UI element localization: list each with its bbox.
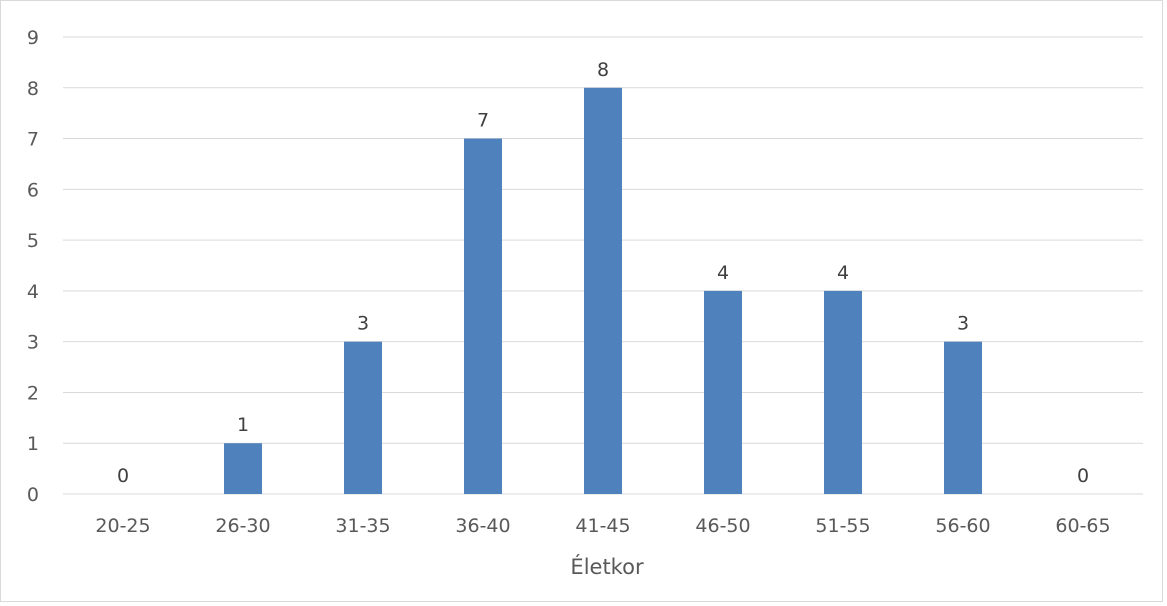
data-label: 4 — [717, 262, 729, 284]
y-tick-label: 2 — [27, 382, 39, 404]
x-tick-label: 41-45 — [575, 515, 630, 537]
x-tick-label: 20-25 — [95, 515, 150, 537]
x-tick-label: 31-35 — [335, 515, 390, 537]
data-label: 3 — [357, 313, 369, 335]
bar — [704, 290, 742, 494]
y-tick-label: 6 — [27, 179, 39, 201]
y-tick-label: 1 — [27, 433, 39, 455]
data-label: 0 — [117, 465, 129, 487]
y-tick-label: 0 — [27, 484, 39, 506]
x-tick-label: 51-55 — [815, 515, 870, 537]
data-label: 4 — [837, 262, 849, 284]
x-axis-title: Életkor — [570, 554, 644, 579]
y-tick-label: 4 — [27, 281, 39, 303]
x-tick-label: 36-40 — [455, 515, 510, 537]
data-label: 1 — [237, 414, 249, 436]
data-label: 0 — [1077, 465, 1089, 487]
data-label: 7 — [477, 110, 489, 132]
bar — [224, 443, 262, 494]
data-label: 3 — [957, 313, 969, 335]
y-tick-label: 3 — [27, 332, 39, 354]
y-tick-label: 8 — [27, 78, 39, 100]
bar — [584, 87, 622, 495]
x-tick-label: 60-65 — [1055, 515, 1110, 537]
x-tick-label: 46-50 — [695, 515, 750, 537]
y-tick-label: 7 — [27, 129, 39, 151]
bar — [344, 341, 382, 494]
x-tick-label: 26-30 — [215, 515, 270, 537]
data-labels: 0 1 3 7 8 4 4 3 0 — [117, 59, 1089, 487]
bar — [464, 138, 502, 495]
bar — [944, 341, 982, 494]
x-axis-ticks: 20-25 26-30 31-35 36-40 41-45 46-50 51-55 56-60… — [95, 515, 1110, 537]
bars — [224, 87, 982, 495]
bar — [824, 290, 862, 494]
y-axis-ticks: 0 1 2 3 4 5 6 7 8 9 — [27, 27, 39, 506]
y-tick-label: 9 — [27, 27, 39, 49]
y-tick-label: 5 — [27, 230, 39, 252]
data-label: 8 — [597, 59, 609, 81]
x-tick-label: 56-60 — [935, 515, 990, 537]
